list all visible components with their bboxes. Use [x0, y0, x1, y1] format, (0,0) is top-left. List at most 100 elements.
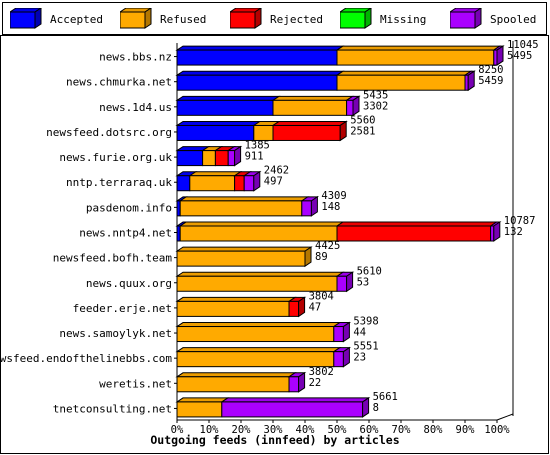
x-tick-label: 90%	[456, 424, 476, 436]
bar-side	[304, 246, 312, 268]
bar-spooled	[336, 275, 348, 292]
chart-frame	[0, 35, 549, 454]
bar-spooled	[333, 351, 344, 368]
bar-top-accepted	[175, 45, 345, 51]
bar-total-label: 5551	[353, 341, 378, 353]
bar-refused	[176, 250, 306, 267]
bar-top-accepted	[175, 70, 345, 76]
bar-secondary-label: 2581	[350, 125, 375, 137]
bar-side	[253, 170, 261, 192]
bar-spooled	[333, 326, 344, 343]
bar-side	[346, 271, 354, 293]
bar-rejected	[214, 150, 229, 167]
bar-refused	[253, 124, 274, 141]
x-tick-label: 60%	[360, 424, 380, 436]
bar-secondary-label: 44	[353, 327, 366, 339]
bar-accepted	[176, 175, 191, 192]
y-tick-label: news.quux.org	[86, 277, 172, 290]
bar-top-refused	[175, 296, 297, 302]
bar-refused	[176, 275, 338, 292]
y-tick-label: newsfeed.endofthelinebbs.com	[0, 352, 172, 365]
bar-side	[339, 120, 347, 142]
bar-top-accepted	[175, 95, 281, 101]
bar-secondary-label: 47	[309, 301, 322, 313]
swatch-side	[364, 8, 372, 29]
y-tick-label: weretis.net	[99, 377, 172, 390]
bar-top-refused	[178, 221, 345, 227]
y-tick-label: news.chmurka.net	[66, 76, 172, 89]
bar-total-label: 4425	[315, 240, 340, 252]
swatch-side	[144, 8, 152, 29]
bar-refused	[179, 225, 338, 242]
bar-total-label: 11045	[507, 39, 539, 51]
y-tick-label: nntp.terraraq.uk	[66, 176, 172, 189]
bar-spooled	[221, 401, 364, 418]
legend-swatch	[120, 8, 152, 29]
y-tick-label: feeder.erje.net	[73, 302, 172, 315]
bar-secondary-label: 911	[245, 151, 264, 163]
bar-side	[234, 145, 242, 167]
bar-top-refused	[178, 196, 310, 202]
bar-secondary-label: 53	[357, 276, 370, 288]
swatch-side	[254, 8, 262, 29]
legend-label: Spooled	[490, 13, 537, 26]
y-tick-label: news.furie.org.uk	[59, 151, 172, 164]
bar-side	[342, 346, 350, 368]
legend-swatch	[450, 8, 482, 29]
swatch-top	[450, 8, 482, 13]
bar-refused	[176, 401, 223, 418]
bar-spooled	[288, 376, 300, 393]
bar-total-label: 5398	[353, 316, 378, 328]
x-tick-label: 0%	[171, 424, 184, 436]
bar-rejected	[234, 175, 245, 192]
bar-rejected	[288, 300, 300, 317]
bar-top-refused	[175, 397, 230, 403]
bar-rejected	[272, 124, 341, 141]
bar-refused	[336, 49, 495, 66]
bar-total-label: 4309	[321, 190, 346, 202]
bar-top-refused	[335, 45, 502, 51]
bar-top-rejected	[335, 221, 499, 227]
floor-edge	[496, 413, 514, 421]
bar-secondary-label: 8	[373, 402, 379, 414]
bar-secondary-label: 5459	[478, 75, 503, 87]
bar-secondary-label: 148	[321, 201, 340, 213]
bar-spooled	[227, 150, 236, 167]
swatch-side	[34, 8, 42, 29]
bar-refused	[176, 300, 290, 317]
bar-side	[298, 296, 306, 318]
legend-label: Accepted	[50, 13, 103, 26]
bar-rejected	[336, 225, 492, 242]
bar-secondary-label: 89	[315, 251, 328, 263]
bar-total-label: 5661	[373, 391, 398, 403]
bar-accepted	[176, 150, 204, 167]
bar-side	[342, 321, 350, 343]
bar-accepted	[176, 124, 255, 141]
bar-spooled	[346, 99, 354, 116]
bar-top-refused	[175, 246, 313, 252]
y-tick-label: newsfeed.bofh.team	[53, 252, 173, 265]
bar-refused	[179, 200, 303, 217]
bar-total-label: 3804	[309, 290, 334, 302]
bar-side	[298, 371, 306, 393]
swatch-top	[340, 8, 372, 13]
bar-refused	[189, 175, 236, 192]
legend-swatch	[10, 8, 42, 29]
y-tick-label: news.bbs.nz	[99, 51, 172, 64]
bar-secondary-label: 5495	[507, 50, 532, 62]
bar-total-label: 2462	[264, 165, 289, 177]
swatch-top	[10, 8, 42, 13]
bar-top-refused	[175, 347, 342, 353]
bar-total-label: 5560	[350, 114, 375, 126]
bar-refused	[176, 376, 290, 393]
legend-swatch	[340, 8, 372, 29]
legend-label: Rejected	[270, 13, 323, 26]
bar-side	[467, 70, 475, 92]
bar-secondary-label: 22	[309, 377, 322, 389]
x-tick-label: 50%	[328, 424, 348, 436]
bar-side	[310, 195, 318, 217]
bar-side	[496, 45, 504, 67]
bar-side	[362, 396, 370, 418]
